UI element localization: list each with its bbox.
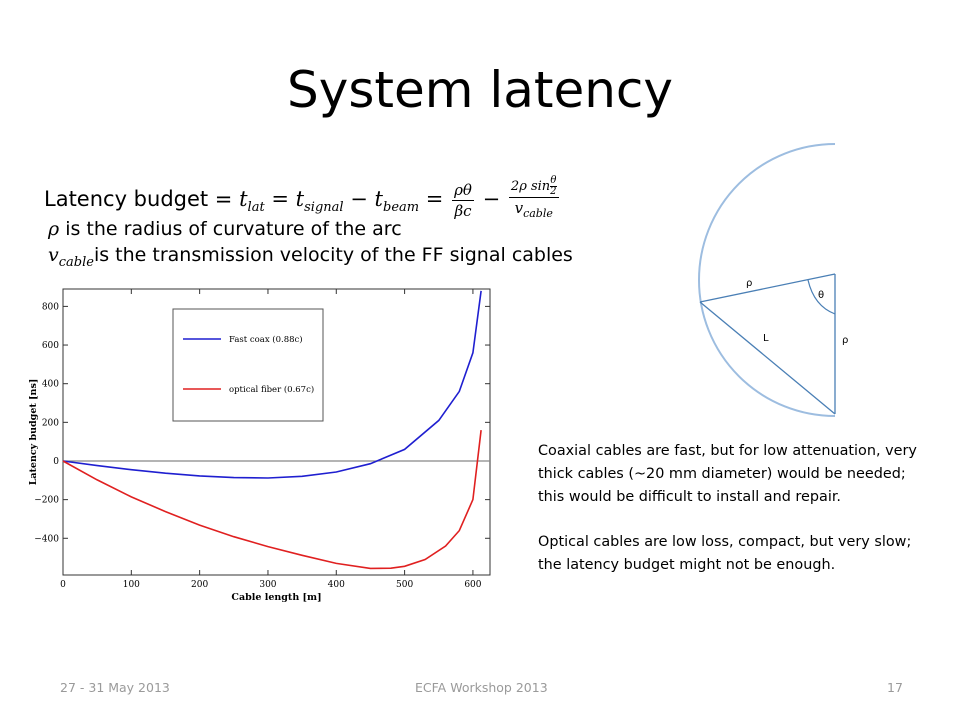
series-line — [62, 290, 482, 479]
footer-date: 27 - 31 May 2013 — [60, 680, 170, 695]
rho-definition-text: is the radius of curvature of the arc — [59, 218, 402, 240]
fraction-arc-numerator: ρθ — [452, 180, 474, 201]
x-axis-label: Cable length [m] — [231, 592, 321, 603]
t-signal: t — [295, 187, 305, 211]
chord-line — [699, 301, 836, 415]
fraction-arc-time: ρθ βc — [452, 180, 474, 221]
label-rho-top: ρ — [746, 278, 752, 289]
label-rho-right: ρ — [842, 335, 848, 346]
x-tick-label: 300 — [259, 580, 276, 590]
x-tick-label: 100 — [123, 580, 140, 590]
radius-line-top — [699, 273, 836, 303]
fraction-cable-time: 2ρ sin θ 2 vcable — [508, 175, 559, 224]
footer-page-number: 17 — [887, 680, 903, 695]
y-axis-label: Latency budget [ns] — [28, 379, 39, 486]
latency-budget-chart: 0 100 200 300 400 500 600 −400 −200 0 200 400 600 800… — [28, 288, 491, 603]
label-theta: θ — [818, 290, 824, 301]
half-theta-denominator: 2 — [550, 186, 557, 197]
note-coaxial: Coaxial cables are fast, but for low att… — [538, 443, 917, 505]
y-tick-label: −200 — [34, 496, 59, 506]
arc-geometry-diagram: ρ θ L ρ — [698, 143, 848, 417]
rho-symbol: ρ — [48, 218, 60, 240]
fraction-cable-numerator: 2ρ sin — [510, 179, 551, 194]
t-signal-subscript: signal — [304, 200, 344, 216]
x-tick-label: 0 — [60, 580, 66, 590]
v-subscript: cable — [58, 254, 94, 270]
legend-box — [172, 308, 324, 422]
legend-label: optical fiber (0.67c) — [229, 384, 314, 395]
x-tick-label: 600 — [464, 580, 481, 590]
y-tick-label: 200 — [42, 418, 59, 428]
t-beam-subscript: beam — [383, 200, 420, 216]
definition-v-cable: vcableis the transmission velocity of th… — [48, 244, 573, 270]
formula-prefix: Latency budget = — [44, 187, 240, 211]
footer-event: ECFA Workshop 2013 — [415, 680, 548, 695]
x-tick-label: 200 — [191, 580, 208, 590]
y-tick-label: 600 — [42, 341, 59, 351]
y-tick-label: 0 — [53, 457, 59, 467]
fraction-arc-denominator: βc — [454, 201, 472, 220]
cable-notes: Coaxial cables are fast, but for low att… — [538, 440, 933, 599]
series-line — [62, 430, 482, 570]
t-lat-subscript: lat — [247, 200, 265, 216]
note-optical: Optical cables are low loss, compact, bu… — [538, 534, 912, 573]
latency-formula: Latency budget = tlat = tsignal − tbeam … — [44, 176, 561, 224]
definition-rho: ρ is the radius of curvature of the arc — [48, 218, 402, 240]
angle-arc — [807, 279, 836, 315]
v-definition-text: is the transmission velocity of the FF s… — [93, 244, 573, 266]
x-tick-label: 400 — [328, 580, 345, 590]
y-tick-label: −400 — [34, 534, 59, 544]
fraction-cable-denominator-v: v — [514, 199, 524, 217]
label-L: L — [763, 333, 769, 344]
y-tick-label: 400 — [42, 380, 59, 390]
t-lat: t — [239, 187, 248, 211]
x-tick-label: 500 — [396, 580, 413, 590]
beam-arc — [698, 143, 836, 417]
slide-title: System latency — [286, 61, 673, 119]
t-beam: t — [374, 187, 383, 211]
fraction-cable-denominator-sub: cable — [523, 207, 553, 220]
y-tick-label: 800 — [42, 302, 59, 312]
legend-label: Fast coax (0.88c) — [229, 334, 303, 345]
v-symbol: v — [48, 244, 59, 266]
plot-frame — [62, 288, 491, 576]
half-theta-numerator: θ — [550, 175, 557, 187]
